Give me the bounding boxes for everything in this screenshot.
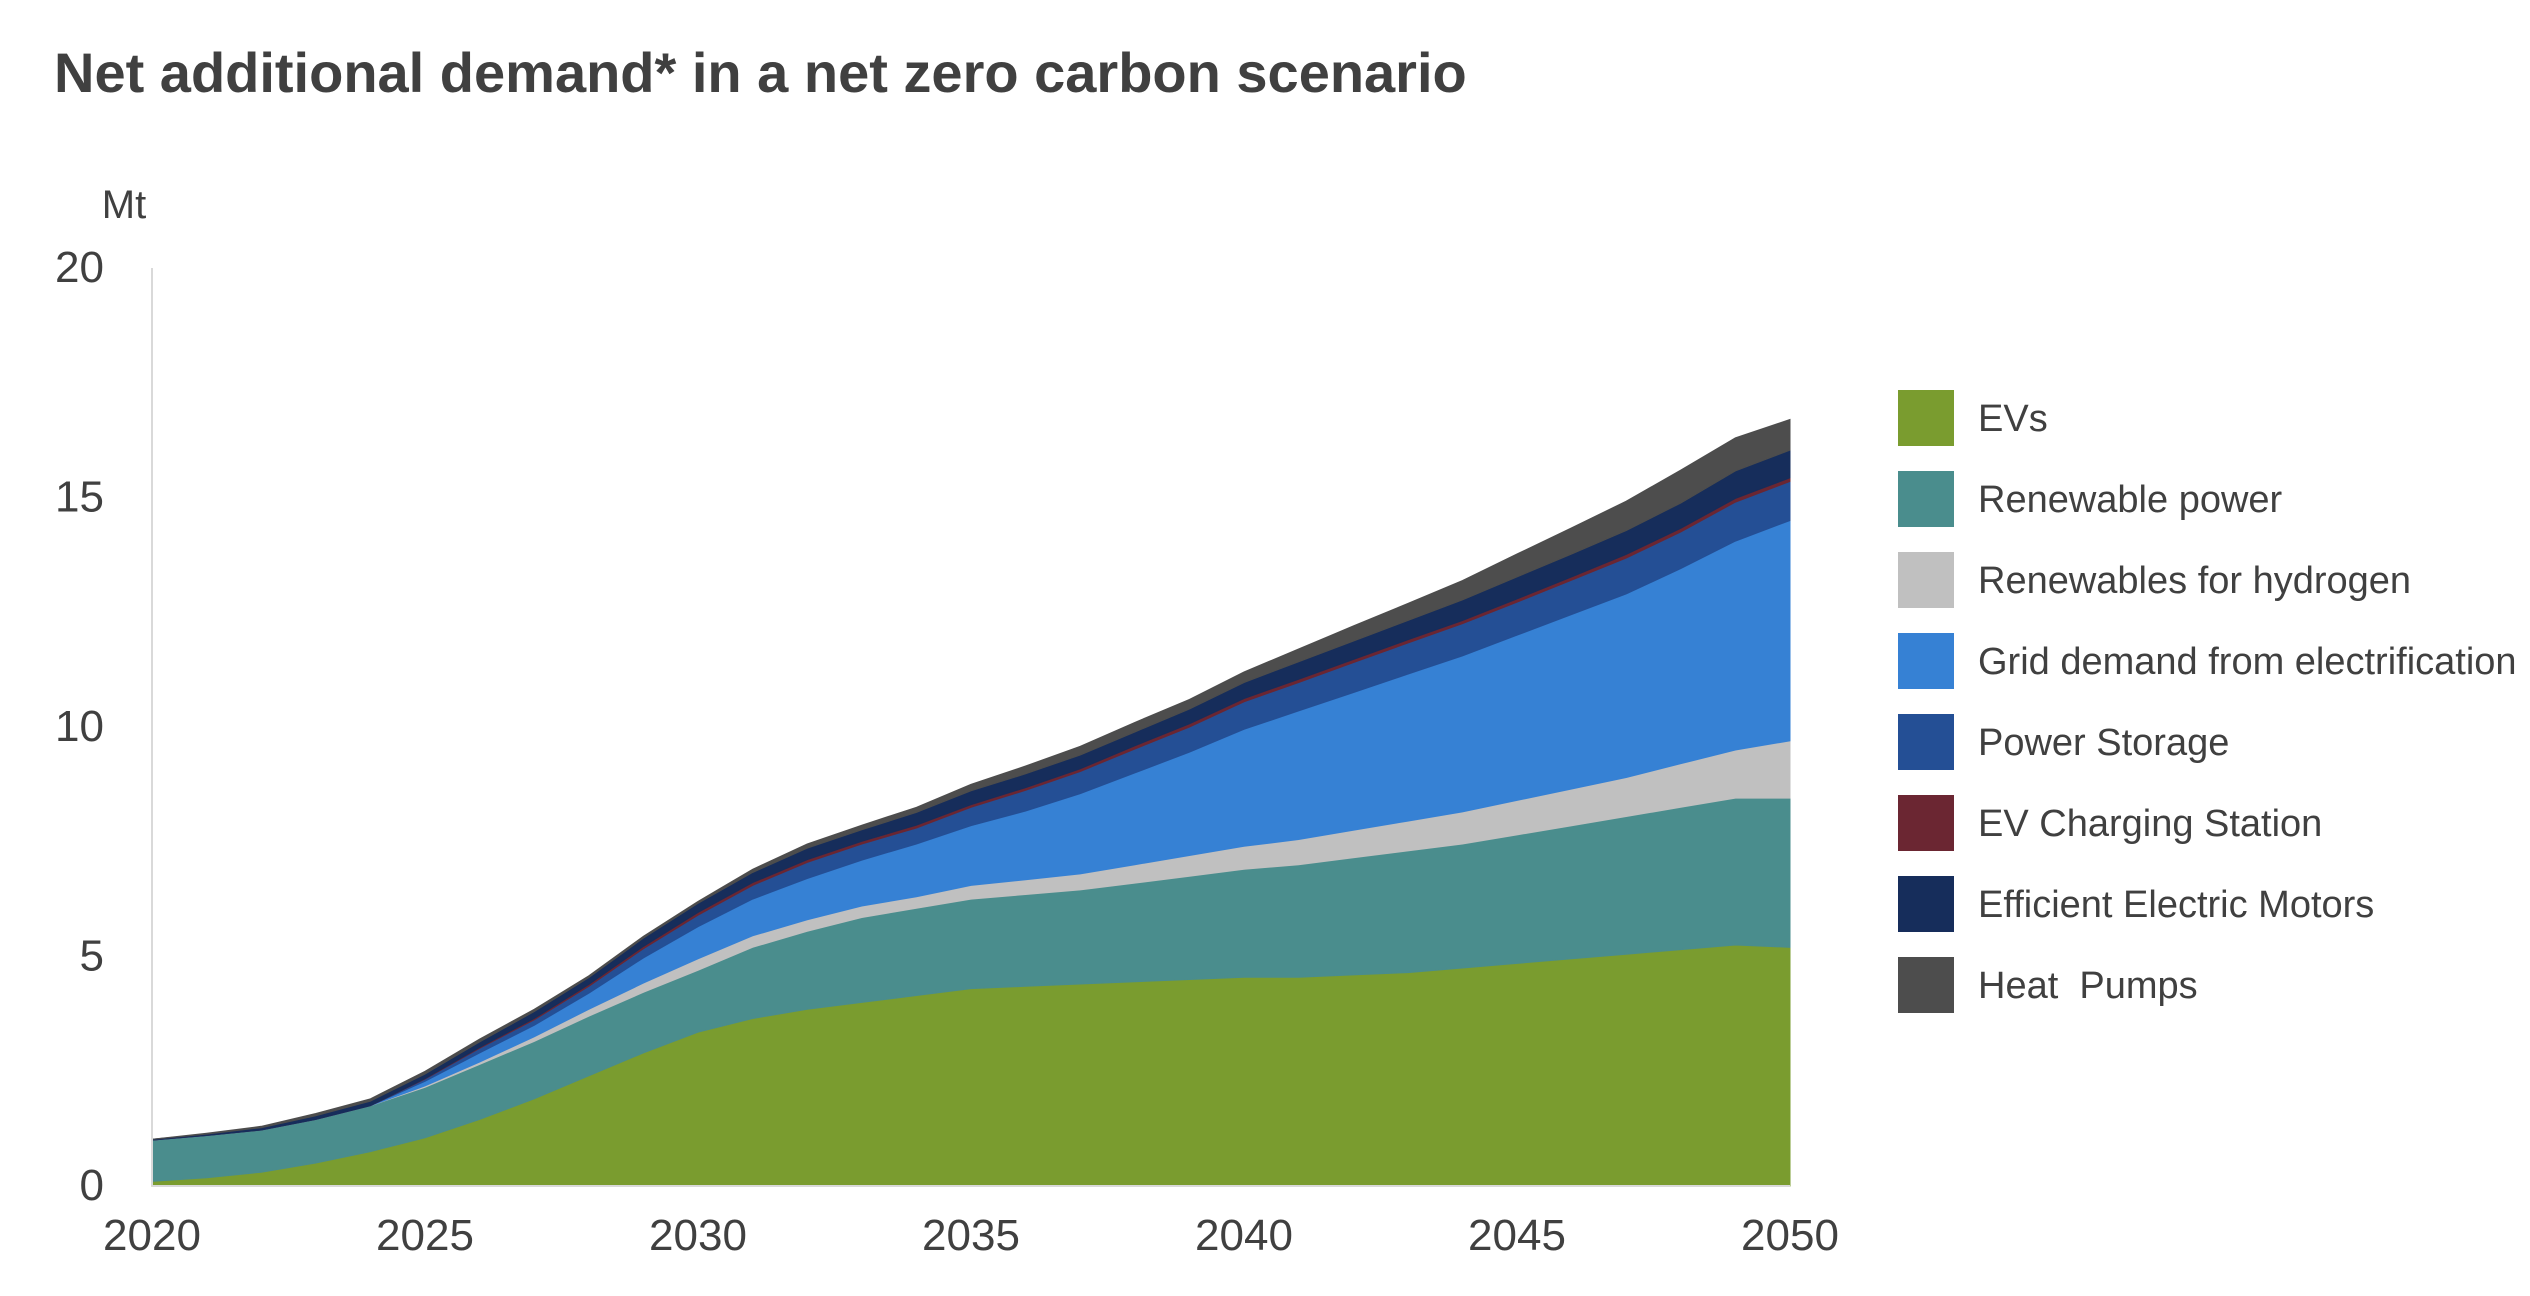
x-tick-label: 2030 xyxy=(649,1211,747,1260)
legend-label: EV Charging Station xyxy=(1978,803,2322,845)
legend-label: Renewable power xyxy=(1978,479,2283,521)
area-heat-pumps xyxy=(151,418,1791,1140)
legend-item-renewable-power: Renewable power xyxy=(1898,471,2283,527)
area-series-layer xyxy=(151,418,1791,1187)
x-tick-label: 2045 xyxy=(1468,1211,1566,1260)
legend-label: Efficient Electric Motors xyxy=(1978,884,2374,926)
legend-item-ev-charging-station: EV Charging Station xyxy=(1898,795,2322,851)
legend-label: Grid demand from electrification xyxy=(1978,641,2517,683)
y-axis-unit-label: Mt xyxy=(102,183,146,227)
legend-label: Power Storage xyxy=(1978,722,2229,764)
y-tick-label: 15 xyxy=(55,473,104,522)
legend-label: Renewables for hydrogen xyxy=(1978,560,2411,602)
x-tick-label: 2040 xyxy=(1195,1211,1293,1260)
legend-label: EVs xyxy=(1978,398,2048,440)
legend-swatch xyxy=(1898,552,1954,608)
legend: EVs Renewable power Renewables for hydroge… xyxy=(1898,390,2517,1013)
legend-swatch xyxy=(1898,471,1954,527)
legend-item-heat-pumps: Heat Pumps xyxy=(1898,957,2198,1013)
y-tick-label: 20 xyxy=(55,243,104,292)
y-tick-label: 5 xyxy=(80,932,104,981)
chart-title: Net additional demand* in a net zero car… xyxy=(54,41,1467,104)
y-tick-label: 10 xyxy=(55,702,104,751)
legend-item-evs: EVs xyxy=(1898,390,2048,446)
x-tick-label: 2050 xyxy=(1741,1211,1839,1260)
legend-swatch xyxy=(1898,714,1954,770)
legend-label: Heat Pumps xyxy=(1978,965,2198,1007)
legend-swatch xyxy=(1898,876,1954,932)
legend-swatch xyxy=(1898,795,1954,851)
legend-item-renewables-for-hydrogen: Renewables for hydrogen xyxy=(1898,552,2411,608)
x-tick-label: 2035 xyxy=(922,1211,1020,1260)
y-tick-label: 0 xyxy=(80,1161,104,1210)
legend-item-efficient-electric-motors: Efficient Electric Motors xyxy=(1898,876,2374,932)
x-tick-label: 2025 xyxy=(376,1211,474,1260)
legend-swatch xyxy=(1898,957,1954,1013)
legend-item-power-storage: Power Storage xyxy=(1898,714,2229,770)
legend-item-grid-demand-from-electrification: Grid demand from electrification xyxy=(1898,633,2517,689)
legend-swatch xyxy=(1898,633,1954,689)
legend-swatch xyxy=(1898,390,1954,446)
x-tick-label: 2020 xyxy=(103,1211,201,1260)
